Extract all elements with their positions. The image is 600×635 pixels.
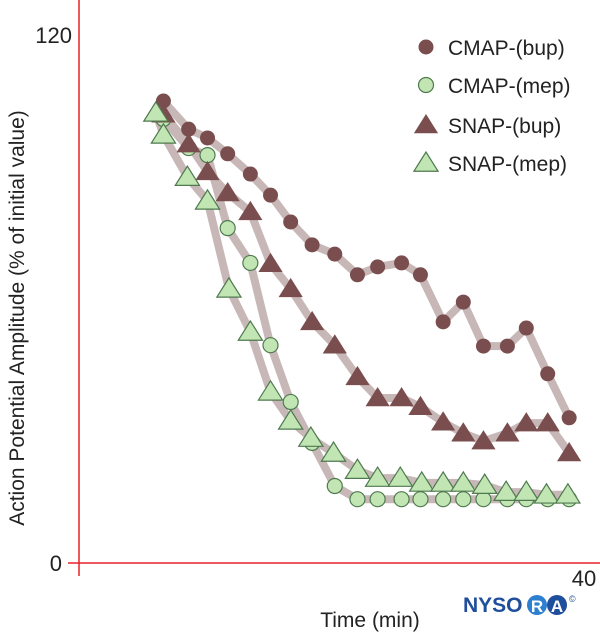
- data-point: [304, 237, 320, 253]
- data-point: [370, 259, 386, 275]
- data-point: [518, 320, 534, 336]
- data-point: [181, 121, 197, 137]
- data-point: [455, 294, 471, 310]
- series-markers: [142, 93, 582, 508]
- svg-text:R: R: [531, 597, 543, 616]
- data-point: [471, 472, 498, 494]
- legend-label-3: SNAP-(mep): [448, 153, 567, 176]
- data-point: [535, 412, 560, 432]
- data-point: [263, 187, 279, 203]
- data-point: [150, 122, 177, 144]
- legend-label-1: CMAP-(mep): [448, 75, 571, 98]
- data-point: [142, 100, 170, 122]
- data-point: [174, 164, 201, 186]
- data-point: [514, 412, 539, 432]
- data-point: [257, 379, 284, 401]
- svg-text:A: A: [551, 597, 563, 616]
- data-point: [561, 410, 577, 426]
- data-point: [200, 130, 216, 146]
- data-point: [242, 166, 258, 182]
- legend-label-2: SNAP-(bup): [448, 115, 561, 138]
- data-point: [412, 491, 429, 508]
- data-point: [155, 93, 171, 109]
- svg-text:NYSO: NYSO: [463, 594, 523, 617]
- data-point: [300, 310, 325, 331]
- data-point: [277, 408, 304, 430]
- data-point: [195, 160, 220, 181]
- data-point: [345, 365, 370, 386]
- data-point: [344, 458, 371, 480]
- data-point: [199, 147, 216, 164]
- legend-label-0: CMAP-(bup): [448, 37, 565, 60]
- data-point: [327, 246, 343, 262]
- data-point: [369, 491, 386, 508]
- legend-marker-2: [413, 114, 439, 134]
- data-point: [513, 480, 540, 502]
- data-point: [349, 267, 365, 283]
- data-point: [297, 425, 325, 447]
- data-point: [365, 387, 390, 407]
- nysora-logo: NYSO R A ©: [463, 594, 576, 617]
- data-point: [394, 255, 410, 271]
- data-point: [389, 387, 414, 407]
- data-point: [387, 465, 414, 487]
- data-point: [471, 430, 496, 450]
- data-point: [194, 188, 221, 210]
- data-point: [540, 366, 556, 382]
- series-line-1: [159, 115, 574, 504]
- data-point: [475, 338, 491, 354]
- data-point: [495, 422, 520, 442]
- data-point: [215, 181, 240, 202]
- data-point: [435, 491, 452, 508]
- data-point: [349, 491, 366, 508]
- data-point: [431, 411, 456, 431]
- legend-marker-3: [412, 150, 440, 172]
- data-point: [320, 440, 347, 462]
- data-point: [258, 252, 283, 273]
- legend: CMAP-(bup) CMAP-(mep) SNAP-(bup) SNAP-(mep): [412, 37, 571, 176]
- data-point: [238, 200, 263, 221]
- data-point: [322, 334, 347, 354]
- data-point: [215, 276, 243, 298]
- data-point: [219, 220, 236, 237]
- data-point: [283, 214, 299, 230]
- x-tick-40: 40: [572, 566, 596, 591]
- data-point: [242, 254, 259, 272]
- legend-marker-1: [417, 76, 435, 94]
- y-tick-0: 0: [50, 551, 62, 576]
- data-point: [278, 277, 303, 298]
- y-axis-label: Action Potential Amplitude (% of initial…: [6, 110, 29, 526]
- data-point: [408, 395, 433, 416]
- data-point: [326, 477, 343, 495]
- data-point: [262, 337, 279, 354]
- x-axis-label: Time (min): [320, 609, 420, 632]
- data-point: [237, 319, 264, 341]
- data-point: [364, 465, 391, 487]
- data-point: [435, 314, 451, 330]
- y-tick-120: 120: [35, 23, 72, 48]
- data-point: [450, 470, 477, 492]
- data-point: [451, 422, 476, 442]
- data-point: [412, 267, 428, 283]
- data-point: [282, 393, 299, 411]
- data-point: [393, 491, 410, 508]
- data-point: [176, 133, 201, 153]
- data-point: [492, 480, 520, 502]
- data-point: [557, 442, 582, 462]
- data-point: [554, 482, 582, 504]
- data-point: [220, 146, 236, 162]
- data-point: [408, 470, 435, 492]
- legend-marker-0: [418, 39, 434, 55]
- data-point: [499, 338, 515, 354]
- logo-copyright-mark: ©: [569, 594, 576, 604]
- data-point: [533, 482, 560, 504]
- data-point: [429, 470, 457, 492]
- data-point: [455, 491, 472, 508]
